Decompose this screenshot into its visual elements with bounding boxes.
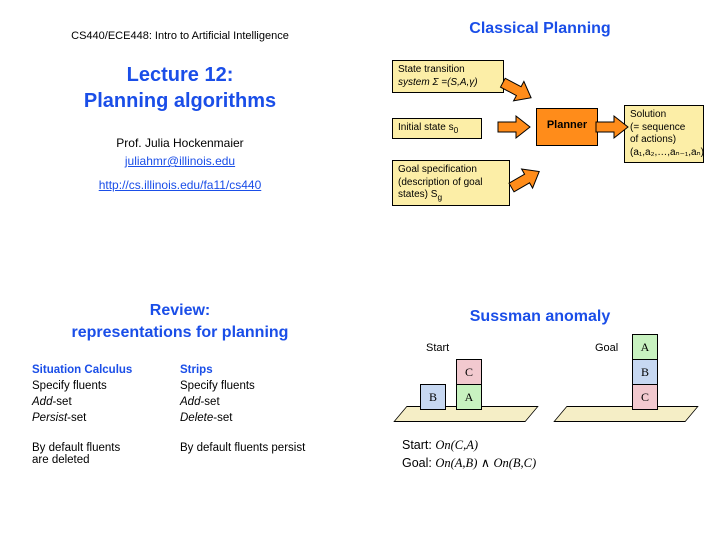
cell-r2c1-rest: -set xyxy=(52,396,71,408)
goal-label: Goal xyxy=(595,342,618,354)
block-b-start: B xyxy=(420,384,446,410)
review-title-line2: representations for planning xyxy=(0,322,360,344)
slide-bottom-right: Sussman anomaly Start Goal B A C C B A S… xyxy=(360,290,720,550)
cell-r4c1: By default fluents are deleted xyxy=(32,441,178,467)
block-a-start: A xyxy=(456,384,482,410)
lecture-title-line2: Planning algorithms xyxy=(0,88,360,114)
slide-bottom-left: Review: representations for planning Sit… xyxy=(0,290,360,550)
platform-goal xyxy=(553,406,698,422)
cell-r3c2-italic: Delete xyxy=(180,412,213,424)
cell-r1c1: Specify fluents xyxy=(32,379,178,393)
cell-r2c2: Add-set xyxy=(180,395,348,409)
cell-r3c1: Persist-set xyxy=(32,411,178,425)
block-c-start: C xyxy=(456,359,482,385)
start-expression: Start: On(C,A) xyxy=(402,438,720,453)
col-header-situation: Situation Calculus xyxy=(32,363,178,377)
cell-r2c1: Add-set xyxy=(32,395,178,409)
slide-top-left: CS440/ECE448: Intro to Artificial Intell… xyxy=(0,20,360,280)
planning-diagram: State transition system Σ =(S,A,γ) Initi… xyxy=(368,50,708,220)
classical-planning-title: Classical Planning xyxy=(360,20,720,38)
review-title: Review: representations for planning xyxy=(0,300,360,343)
cell-r3c2-rest: -set xyxy=(213,412,232,424)
email-link[interactable]: juliahmr@illinois.edu xyxy=(0,154,360,168)
slide-top-right: Classical Planning State transition syst… xyxy=(360,20,720,280)
cell-r3c1-rest: -set xyxy=(67,412,86,424)
cell-r2c2-italic: Add xyxy=(180,396,200,408)
diagram-arrows xyxy=(368,50,708,220)
goal-expression: Goal: On(A,B) ∧ On(B,C) xyxy=(402,455,720,471)
block-b-goal: B xyxy=(632,359,658,385)
start-expr-pred: On(C,A) xyxy=(435,438,478,452)
cell-r4c1-l2: are deleted xyxy=(32,454,172,466)
course-code: CS440/ECE448: Intro to Artificial Intell… xyxy=(0,30,360,42)
col-header-strips: Strips xyxy=(180,363,348,377)
professor-name: Prof. Julia Hockenmaier xyxy=(0,136,360,150)
cell-r4c2: By default fluents persist xyxy=(180,441,348,467)
review-title-line1: Review: xyxy=(0,300,360,322)
block-c-goal: C xyxy=(632,384,658,410)
course-url[interactable]: http://cs.illinois.edu/fa11/cs440 xyxy=(0,178,360,192)
start-label: Start xyxy=(426,342,449,354)
sussman-diagram: Start Goal B A C C B A xyxy=(370,336,710,436)
lecture-title-line1: Lecture 12: xyxy=(0,62,360,88)
cell-r1c2: Specify fluents xyxy=(180,379,348,393)
lecture-title: Lecture 12: Planning algorithms xyxy=(0,62,360,114)
sussman-title: Sussman anomaly xyxy=(360,308,720,326)
cell-r3c1-italic: Persist xyxy=(32,412,67,424)
goal-expr-pred1: On(A,B) xyxy=(435,456,477,470)
cell-r2c1-italic: Add xyxy=(32,396,52,408)
start-expr-label: Start: xyxy=(402,438,435,452)
cell-r2c2-rest: -set xyxy=(200,396,219,408)
cell-r3c2: Delete-set xyxy=(180,411,348,425)
goal-expr-label: Goal: xyxy=(402,456,435,470)
goal-expr-and: ∧ xyxy=(477,456,493,470)
comparison-table: Situation Calculus Strips Specify fluent… xyxy=(30,361,350,469)
cell-r4c1-l1: By default fluents xyxy=(32,442,172,454)
block-a-goal: A xyxy=(632,334,658,360)
goal-expr-pred2: On(B,C) xyxy=(493,456,536,470)
